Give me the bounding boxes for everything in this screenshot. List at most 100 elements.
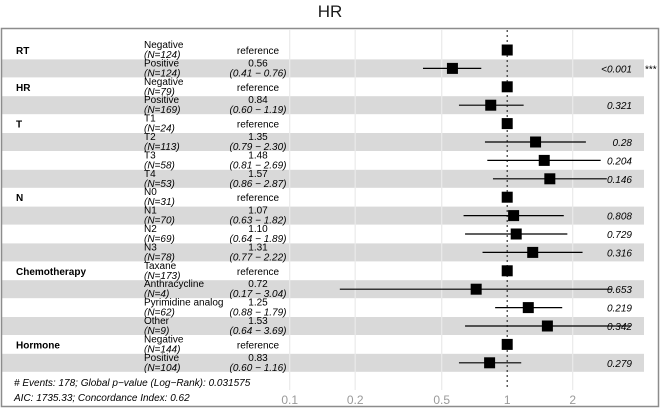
row-shading bbox=[2, 133, 644, 151]
p-value-label: 0.28 bbox=[613, 138, 633, 149]
ci-label: (0.64 − 1.89) bbox=[230, 234, 287, 245]
level-label: Pyrimidine analog bbox=[144, 298, 224, 309]
p-value-label: 0.219 bbox=[607, 304, 632, 315]
hr-estimate-label: 1.31 bbox=[248, 242, 268, 253]
plot-border bbox=[0, 27, 660, 408]
n-count-label: (N=62) bbox=[144, 308, 175, 319]
ci-label: (0.77 − 2.22) bbox=[230, 252, 287, 263]
hr-estimate-label: 0.84 bbox=[248, 95, 268, 106]
row-shading bbox=[2, 206, 644, 225]
significance-stars: *** bbox=[645, 64, 657, 75]
hr-point bbox=[527, 246, 539, 258]
hr-point bbox=[538, 154, 550, 166]
n-count-label: (N=104) bbox=[144, 363, 180, 374]
hr-point bbox=[501, 81, 513, 93]
p-value-label: 0.204 bbox=[607, 156, 632, 167]
hr-point bbox=[501, 338, 513, 350]
n-count-label: (N=9) bbox=[144, 326, 169, 337]
row-shading bbox=[2, 280, 644, 299]
p-value-label: 0.653 bbox=[607, 285, 632, 296]
hr-estimate-label: 0.56 bbox=[248, 58, 268, 69]
hr-estimate-label: 0.83 bbox=[248, 353, 268, 364]
hr-point bbox=[485, 99, 497, 111]
hr-estimate-label: reference bbox=[237, 120, 280, 131]
hr-estimate-label: reference bbox=[237, 267, 280, 278]
hr-estimate-label: 1.35 bbox=[248, 132, 268, 143]
hr-estimate-label: 1.07 bbox=[248, 206, 268, 217]
n-count-label: (N=69) bbox=[144, 234, 175, 245]
hr-point bbox=[501, 191, 513, 203]
x-tick-label: 0.5 bbox=[433, 393, 450, 407]
level-label: T4 bbox=[144, 169, 156, 180]
level-label: Negative bbox=[144, 334, 184, 345]
n-count-label: (N=124) bbox=[144, 68, 180, 79]
hr-estimate-label: reference bbox=[237, 83, 280, 94]
variable-label: Hormone bbox=[16, 340, 60, 351]
hr-point bbox=[522, 302, 534, 314]
ci-label: (0.63 − 1.82) bbox=[230, 216, 287, 227]
x-tick-label: 0.1 bbox=[281, 393, 298, 407]
level-label: Taxane bbox=[144, 261, 177, 272]
hr-estimate-label: 1.48 bbox=[248, 150, 268, 161]
x-tick-label: 0.2 bbox=[347, 393, 364, 407]
hr-estimate-label: reference bbox=[237, 193, 280, 204]
hr-point bbox=[510, 228, 522, 240]
n-count-label: (N=144) bbox=[144, 344, 180, 355]
level-label: Anthracycline bbox=[144, 279, 204, 290]
row-shading bbox=[2, 96, 644, 115]
n-count-label: (N=78) bbox=[144, 252, 175, 263]
hr-estimate-label: reference bbox=[237, 340, 280, 351]
hr-point bbox=[508, 210, 520, 222]
row-shading bbox=[2, 353, 644, 372]
hr-estimate-label: 1.25 bbox=[248, 298, 268, 309]
level-label: Positive bbox=[144, 95, 179, 106]
hr-point bbox=[484, 357, 496, 369]
p-value-label: 0.279 bbox=[607, 359, 632, 370]
x-tick-label: 1 bbox=[504, 393, 511, 407]
hr-point bbox=[470, 283, 482, 295]
variable-label: N bbox=[16, 193, 23, 204]
level-label: Negative bbox=[144, 77, 184, 88]
p-value-label: 0.316 bbox=[607, 248, 632, 259]
hr-point bbox=[446, 62, 458, 74]
row-shading bbox=[2, 59, 644, 78]
n-count-label: (N=58) bbox=[144, 160, 175, 171]
n-count-label: (N=113) bbox=[144, 142, 180, 153]
level-label: T1 bbox=[144, 114, 156, 125]
x-tick-label: 2 bbox=[569, 393, 576, 407]
level-label: T3 bbox=[144, 150, 156, 161]
n-count-label: (N=169) bbox=[144, 105, 180, 116]
level-label: Positive bbox=[144, 353, 179, 364]
n-count-label: (N=31) bbox=[144, 197, 175, 208]
variable-label: RT bbox=[16, 46, 29, 57]
variable-label: HR bbox=[16, 83, 31, 94]
hr-point bbox=[501, 265, 513, 277]
hr-estimate-label: 1.53 bbox=[248, 316, 268, 327]
n-count-label: (N=24) bbox=[144, 124, 175, 135]
ci-label: (0.41 − 0.76) bbox=[230, 68, 287, 79]
n-count-label: (N=79) bbox=[144, 87, 175, 98]
ci-label: (0.64 − 3.69) bbox=[230, 326, 287, 337]
hr-estimate-label: 1.57 bbox=[248, 169, 268, 180]
level-label: Negative bbox=[144, 40, 184, 51]
variable-label: Chemotherapy bbox=[16, 267, 86, 278]
n-count-label: (N=173) bbox=[144, 271, 180, 282]
ci-label: (0.81 − 2.69) bbox=[230, 160, 287, 171]
row-shading bbox=[2, 317, 644, 335]
hr-point bbox=[544, 173, 556, 185]
ci-label: (0.88 − 1.79) bbox=[230, 308, 287, 319]
hr-point bbox=[541, 320, 553, 332]
level-label: N3 bbox=[144, 242, 157, 253]
level-label: T2 bbox=[144, 132, 156, 143]
row-shading bbox=[2, 243, 644, 262]
level-label: N1 bbox=[144, 206, 157, 217]
p-value-label: 0.342 bbox=[607, 322, 632, 333]
hr-point bbox=[530, 136, 542, 148]
hr-point bbox=[501, 118, 513, 130]
p-value-label: 0.146 bbox=[607, 175, 632, 186]
hr-estimate-label: 1.10 bbox=[248, 224, 268, 235]
level-label: Other bbox=[144, 316, 170, 327]
chart-title: HR bbox=[318, 2, 343, 21]
